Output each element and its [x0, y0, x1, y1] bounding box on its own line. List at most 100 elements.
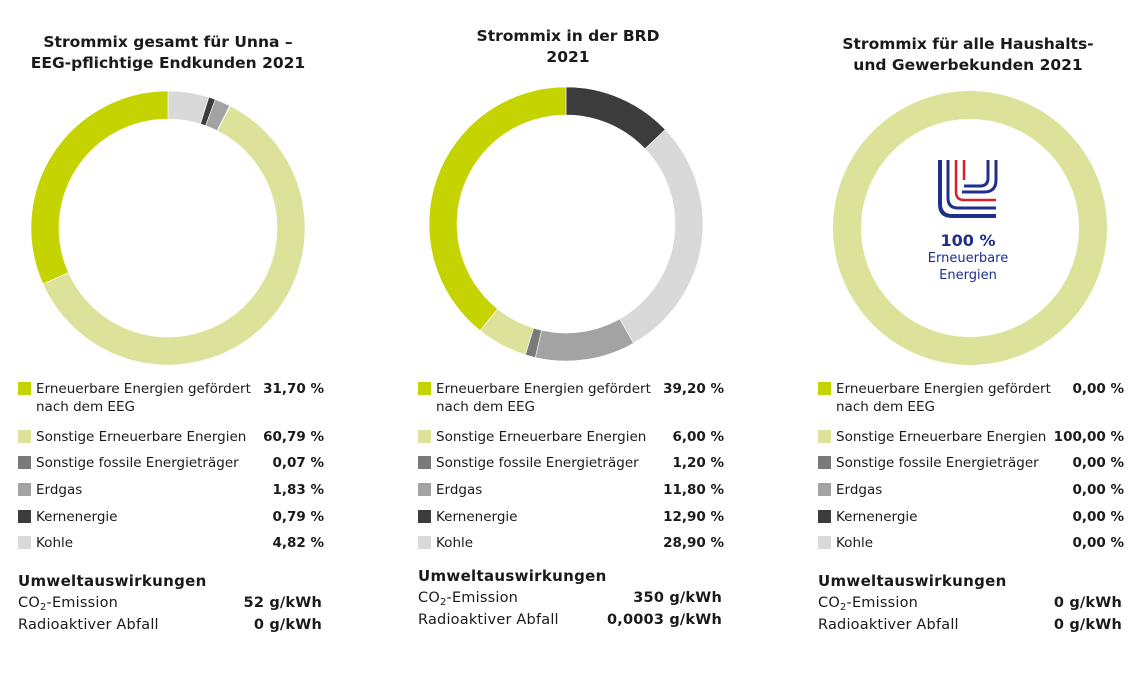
legend-value: 0,00 % [1072, 482, 1124, 498]
environment-heading: Umweltauswirkungen [418, 567, 607, 585]
center-text-line: Energien [939, 268, 997, 283]
legend-item: Erneuerbare Energien gefördert nach dem … [418, 380, 728, 415]
legend-item: Kohle 0,00 % [818, 534, 1128, 554]
legend-item: Kernenergie 0,00 % [818, 508, 1128, 528]
co2-label: CO2-Emission [418, 590, 519, 608]
legend-label: Sonstige Erneuerbare Energien [836, 429, 1047, 445]
chart-title-line: 2021 [546, 48, 590, 66]
pie-slice [428, 86, 567, 332]
legend-value: 11,80 % [663, 482, 724, 498]
waste-row: Radioaktiver Abfall 0,0003 g/kWh [418, 612, 728, 634]
legend-item: Sonstige fossile Energieträger 0,00 % [818, 454, 1128, 474]
legend-label: Sonstige Erneuerbare Energien [436, 429, 647, 445]
pie-slice [534, 318, 634, 362]
chart-title: Strommix für alle Haushalts- und Gewerbe… [800, 34, 1136, 76]
legend-item: Kernenergie 0,79 % [18, 508, 328, 528]
legend-value: 0,00 % [1072, 381, 1124, 397]
co2-row: CO2-Emission 350 g/kWh [418, 590, 728, 612]
legend-value: 12,90 % [663, 509, 724, 525]
chart-panel-haushalt: Strommix für alle Haushalts- und Gewerbe… [800, 0, 1140, 676]
legend-swatch [18, 382, 31, 395]
legend-item: Kohle 28,90 % [418, 534, 728, 554]
legend-swatch [418, 430, 431, 443]
legend-label: Sonstige fossile Energieträger [36, 455, 239, 471]
waste-value: 0,0003 g/kWh [606, 612, 722, 628]
co2-value: 0 g/kWh [1053, 595, 1122, 611]
legend-item: Erneuerbare Energien gefördert nach dem … [18, 380, 328, 415]
legend-value: 0,00 % [1072, 509, 1124, 525]
legend-label: Kernenergie [836, 509, 918, 525]
legend-label: Kohle [836, 535, 874, 551]
co2-label: CO2-Emission [18, 595, 119, 613]
legend-swatch [418, 456, 431, 469]
legend-swatch [818, 510, 831, 523]
waste-value: 0 g/kWh [1053, 617, 1122, 633]
legend-value: 6,00 % [672, 429, 724, 445]
legend-swatch [818, 456, 831, 469]
legend-swatch [418, 510, 431, 523]
legend-swatch [818, 536, 831, 549]
chart-title-line: Strommix gesamt für Unna – [43, 33, 293, 51]
pie-slice [42, 105, 306, 366]
legend-swatch [818, 430, 831, 443]
chart-panel-unna: Strommix gesamt für Unna – EEG-pflichtig… [0, 0, 380, 676]
chart-title-line: und Gewerbekunden 2021 [853, 56, 1083, 74]
legend-label: Sonstige Erneuerbare Energien [36, 429, 247, 445]
pie-slice [619, 129, 704, 344]
waste-value: 0 g/kWh [253, 617, 322, 633]
legend-item: Kohle 4,82 % [18, 534, 328, 554]
chart-title-line: Strommix in der BRD [476, 27, 660, 45]
legend-item: Erdgas 0,00 % [818, 481, 1128, 501]
co2-value: 52 g/kWh [243, 595, 322, 611]
legend-label: Sonstige fossile Energieträger [836, 455, 1039, 471]
legend-swatch [18, 536, 31, 549]
center-percent: 100 % [940, 231, 996, 250]
chart-title-line: Strommix für alle Haushalts- [842, 35, 1094, 53]
waste-label: Radioaktiver Abfall [18, 617, 159, 633]
legend-item: Sonstige Erneuerbare Energien 60,79 % [18, 428, 328, 448]
center-text-line: Erneuerbare [927, 251, 1009, 266]
co2-label: CO2-Emission [818, 595, 919, 613]
legend-value: 0,79 % [272, 509, 324, 525]
legend-label: Kernenergie [36, 509, 118, 525]
legend-swatch [418, 483, 431, 496]
legend-label: Kernenergie [436, 509, 518, 525]
legend-label: Erdgas [36, 482, 83, 498]
chart-panel-brd: Strommix in der BRD 2021 Erneuerbare Ene… [400, 0, 780, 676]
legend-label: Kohle [436, 535, 474, 551]
co2-row: CO2-Emission 52 g/kWh [18, 595, 328, 617]
pie-slice [833, 91, 1107, 365]
legend-value: 60,79 % [263, 429, 324, 445]
legend-label: Erneuerbare Energien gefördert nach dem … [836, 381, 1051, 415]
logo-icon [938, 160, 998, 218]
environment-heading: Umweltauswirkungen [818, 572, 1007, 590]
donut-chart [30, 90, 306, 366]
legend-item: Erneuerbare Energien gefördert nach dem … [818, 380, 1128, 415]
legend-value: 1,20 % [672, 455, 724, 471]
environment-heading: Umweltauswirkungen [18, 572, 207, 590]
donut-chart [428, 86, 704, 362]
brand-logo [936, 158, 1000, 220]
co2-row: CO2-Emission 0 g/kWh [818, 595, 1128, 617]
legend-value: 28,90 % [663, 535, 724, 551]
legend-value: 31,70 % [263, 381, 324, 397]
donut-center-label: 100 % Erneuerbare Energien [900, 231, 1036, 284]
legend-item: Erdgas 1,83 % [18, 481, 328, 501]
waste-row: Radioaktiver Abfall 0 g/kWh [818, 617, 1128, 639]
waste-row: Radioaktiver Abfall 0 g/kWh [18, 617, 328, 639]
chart-title-line: EEG-pflichtige Endkunden 2021 [30, 54, 306, 72]
legend-value: 0,00 % [1072, 455, 1124, 471]
legend-label: Erdgas [436, 482, 483, 498]
legend-swatch [18, 456, 31, 469]
legend-item: Sonstige fossile Energieträger 1,20 % [418, 454, 728, 474]
legend-swatch [18, 483, 31, 496]
legend-value: 0,07 % [272, 455, 324, 471]
legend-swatch [818, 483, 831, 496]
waste-label: Radioaktiver Abfall [418, 612, 559, 628]
legend-value: 4,82 % [272, 535, 324, 551]
legend-swatch [18, 430, 31, 443]
legend-value: 0,00 % [1072, 535, 1124, 551]
legend-item: Sonstige fossile Energieträger 0,07 % [18, 454, 328, 474]
waste-label: Radioaktiver Abfall [818, 617, 959, 633]
pie-slice [565, 86, 666, 150]
